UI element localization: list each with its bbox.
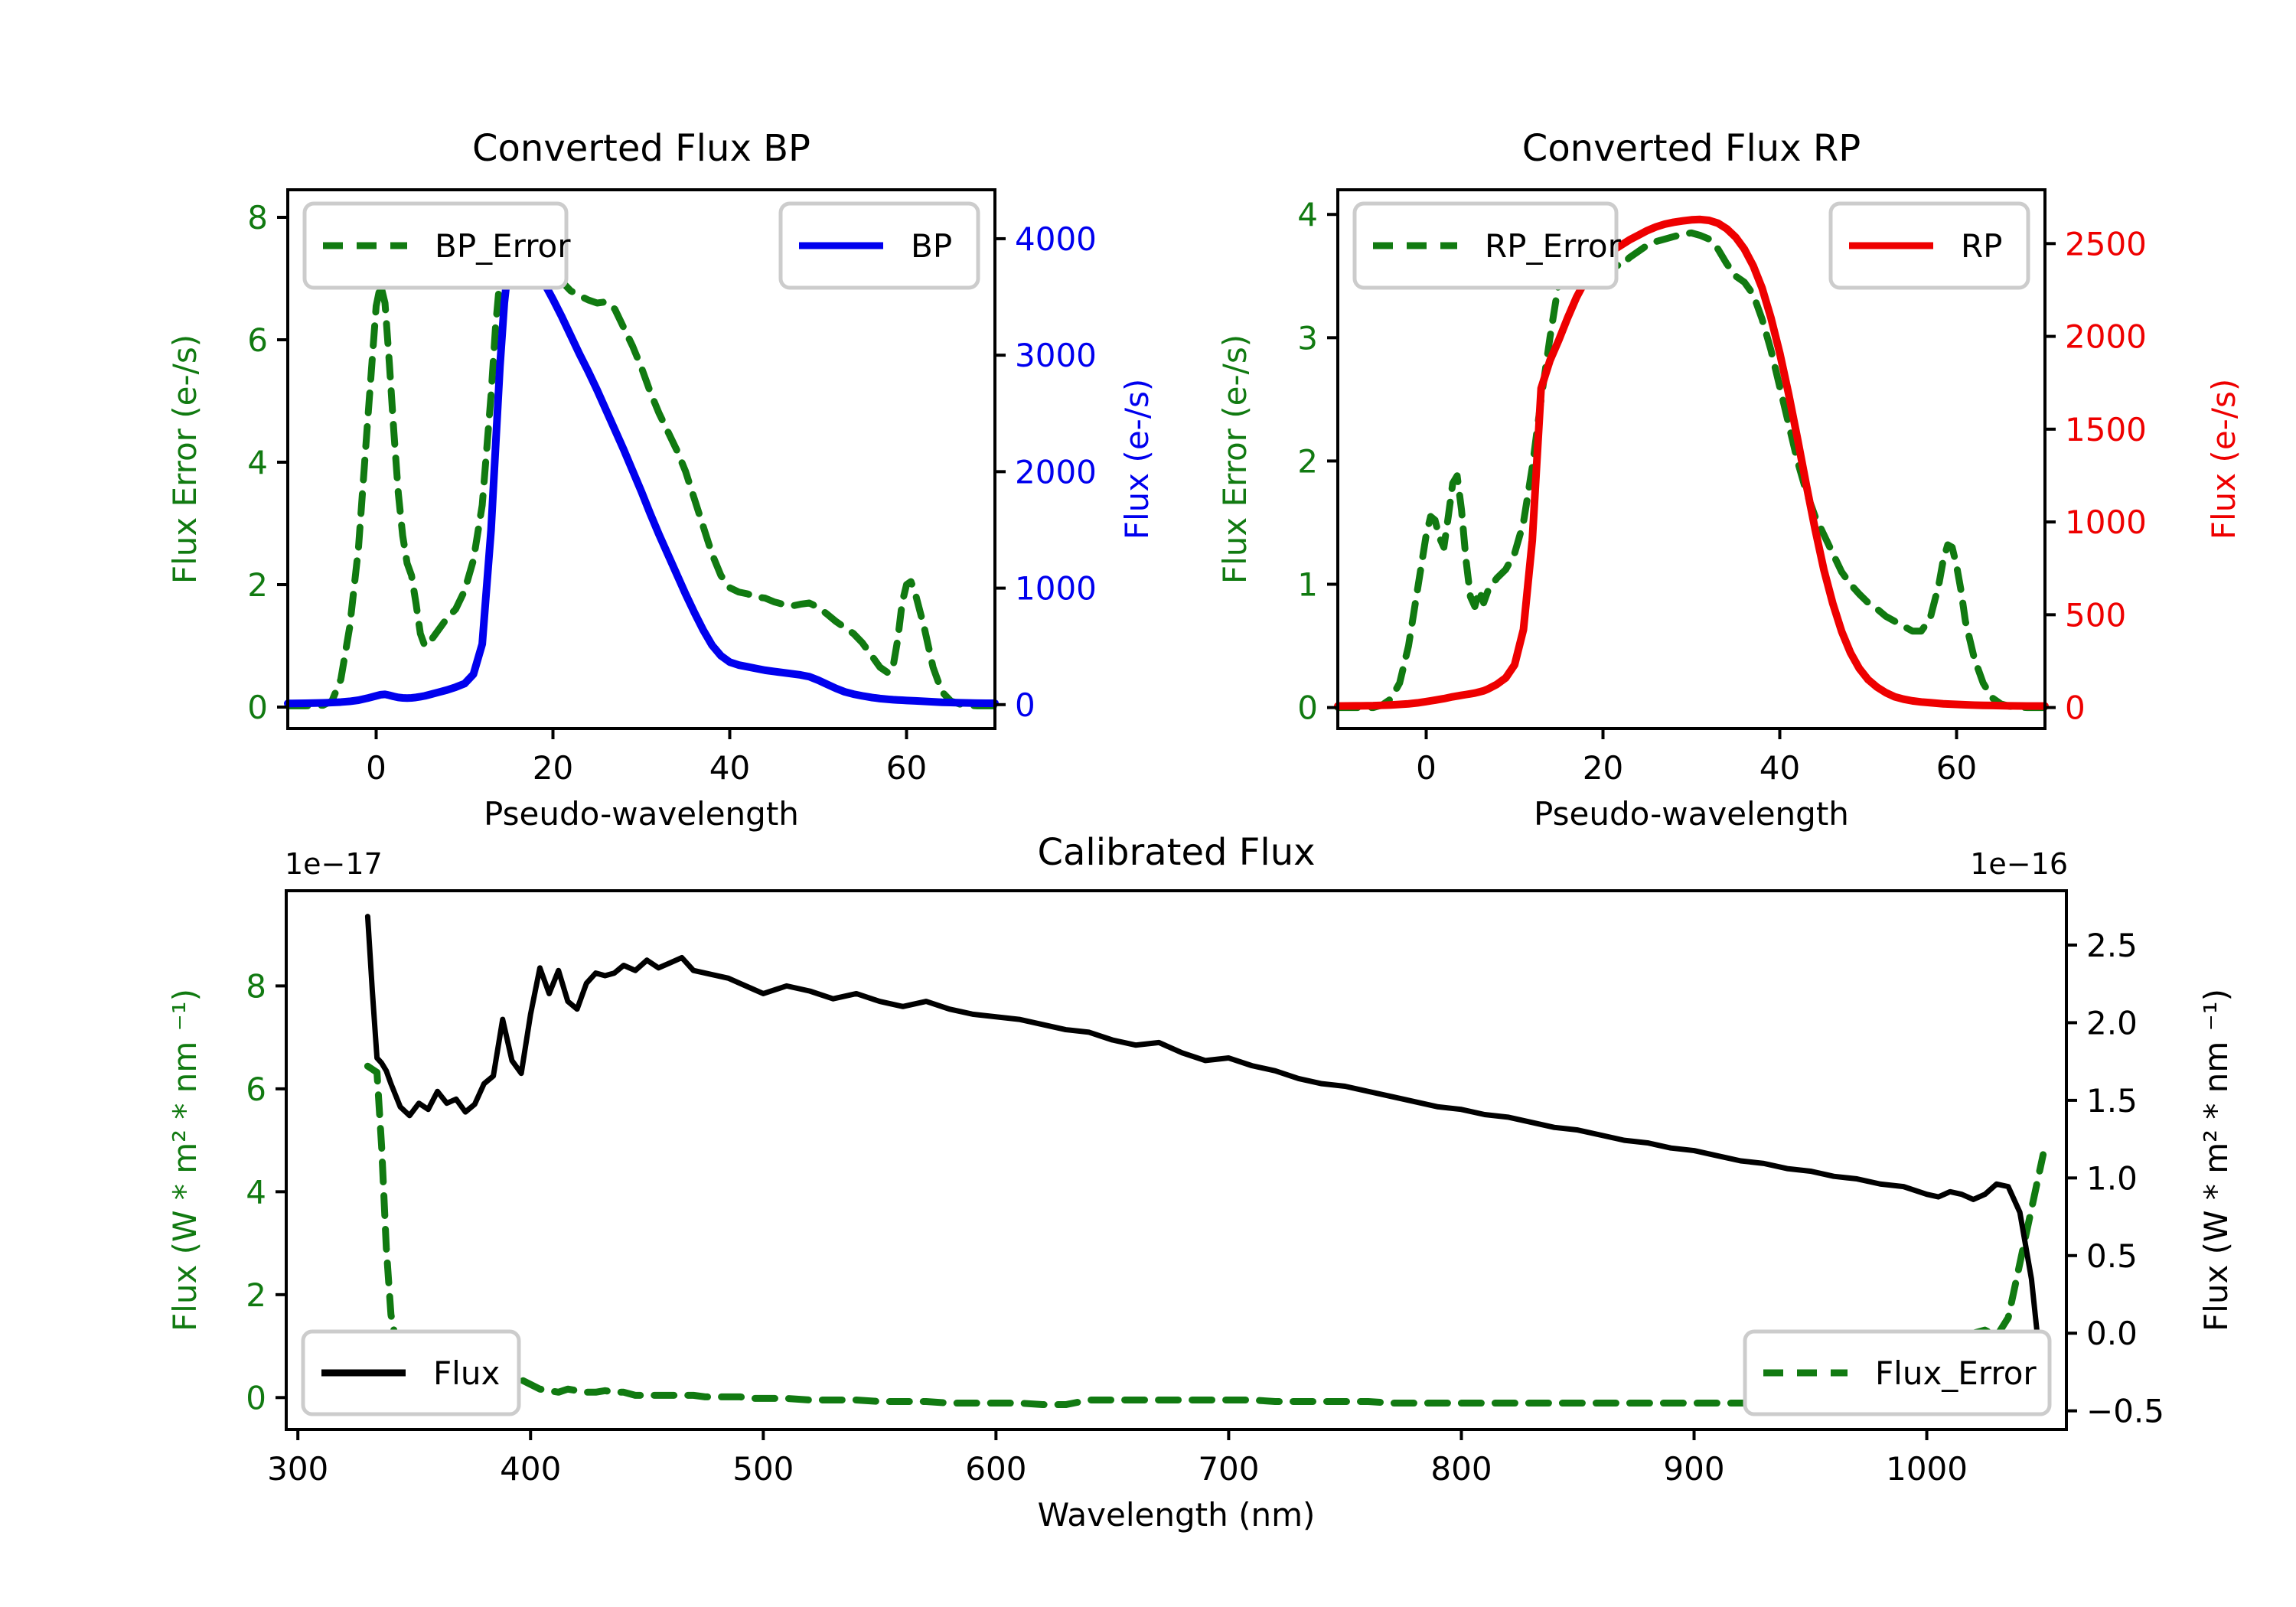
rp-flux-series [1334, 215, 2049, 710]
calibrated-ytick-left-label: 0 [246, 1379, 266, 1416]
calibrated-xaxis-label: Wavelength (nm) [1038, 1496, 1316, 1534]
bp-xtick-label: 0 [366, 749, 386, 787]
bp-error-series [284, 217, 999, 709]
bp-yaxis-left-label: Flux Error (e-/s) [166, 334, 204, 584]
rp-legend-flux-label: RP [1961, 227, 2003, 265]
bp-ytick-left-label: 4 [247, 444, 268, 481]
bp-ytick-left-label: 0 [247, 689, 268, 726]
calibrated-ytick-right-label: 2.0 [2086, 1004, 2138, 1041]
rp-ytick-right-label: 500 [2065, 596, 2126, 634]
rp-ytick-right-label: 2500 [2065, 225, 2147, 262]
rp-axes-frame [1336, 188, 2047, 730]
rp-xaxis-label: Pseudo-wavelength [1534, 795, 1849, 833]
panel-rp: Converted Flux RP0 20 40 60Pseudo-wavelengt… [1216, 127, 2242, 833]
calibrated-spines [285, 889, 2068, 1431]
calibrated-ytick-right-label: 2.5 [2086, 927, 2138, 964]
rp-ytick-left-label: 1 [1297, 566, 1318, 604]
rp-xtick-label: 0 [1416, 749, 1437, 787]
calibrated-legend-flux-box[interactable] [301, 1329, 521, 1416]
bp-legend-flux[interactable]: BP [778, 201, 980, 290]
bp-legend-error-box[interactable] [302, 201, 569, 290]
bp-ytick-left-label: 8 [247, 199, 268, 236]
rp-ytick-left-label: 2 [1297, 442, 1318, 480]
calibrated-xtick-label: 700 [1198, 1450, 1259, 1488]
calibrated-legend-error-label: Flux_Error [1875, 1354, 2037, 1392]
calibrated-yaxis-left-label: Flux (W * m² * nm ⁻¹) [166, 989, 204, 1332]
calibrated-legend-flux[interactable]: Flux [301, 1329, 521, 1416]
rp-ytick-left-label: 3 [1297, 319, 1318, 357]
bp-ytick-right-label: 3000 [1015, 337, 1097, 374]
rp-legend-error[interactable]: RP_Error [1352, 201, 1622, 290]
bp-panel-title: Converted Flux BP [472, 127, 810, 170]
bp-xtick-label: 20 [533, 749, 573, 787]
calibrated-ytick-right-label: 0.5 [2086, 1237, 2138, 1275]
bp-legend-flux-label: BP [911, 227, 952, 265]
calibrated-axes-frame [285, 889, 2068, 1431]
rp-ytick-right-label: 1500 [2065, 411, 2147, 448]
calibrated-panel-title: Calibrated Flux [1037, 831, 1315, 874]
calibrated-ytick-right-label: −0.5 [2086, 1393, 2164, 1430]
rp-legend-flux[interactable]: RP [1828, 201, 2030, 290]
rp-xtick-label: 60 [1936, 749, 1977, 787]
panel-calibrated: Calibrated Flux 1e−17 1e−16 300 400 500 600 700… [166, 831, 2235, 1534]
calibrated-xtick-label: 600 [965, 1450, 1026, 1488]
rp-yaxis-left-label: Flux Error (e-/s) [1216, 334, 1254, 584]
rp-ytick-left-label: 0 [1297, 689, 1318, 727]
bp-ytick-left-label: 6 [247, 321, 268, 359]
calibrated-left-offset-label: 1e−17 [285, 847, 383, 881]
bp-legend-error-label: BP_Error [435, 227, 571, 265]
rp-xtick-label: 20 [1583, 749, 1623, 787]
bp-axes-frame [286, 188, 996, 730]
calibrated-xtick-label: 900 [1663, 1450, 1724, 1488]
calibrated-xtick-label: 1000 [1886, 1450, 1968, 1488]
calibrated-yaxis-right-label: Flux (W * m² * nm ⁻¹) [2197, 989, 2235, 1332]
calibrated-flux-series [364, 914, 2047, 1393]
rp-ytick-left-label: 4 [1297, 196, 1318, 233]
bp-ytick-right-label: 0 [1015, 686, 1035, 724]
calibrated-legend-error[interactable]: Flux_Error [1743, 1329, 2052, 1416]
bp-flux-series [284, 235, 999, 708]
calibrated-xtick-label: 500 [732, 1450, 794, 1488]
calibrated-xtick-label: 800 [1430, 1450, 1492, 1488]
rp-xtick-label: 40 [1760, 749, 1800, 787]
calibrated-ytick-left-label: 4 [246, 1173, 266, 1211]
bp-legend-error[interactable]: BP_Error [302, 201, 571, 290]
panel-bp: Converted Flux BP0 20 40 60Pseudo-wavelengt… [166, 127, 1156, 833]
bp-xtick-label: 40 [709, 749, 750, 787]
bp-ytick-left-label: 2 [247, 566, 268, 604]
calibrated-ytick-right-label: 1.0 [2086, 1159, 2138, 1197]
rp-yaxis-right-label: Flux (e-/s) [2205, 379, 2242, 539]
bp-xtick-label: 60 [886, 749, 927, 787]
rp-spines [1336, 188, 2047, 730]
calibrated-xtick-label: 400 [500, 1450, 561, 1488]
calibrated-ytick-left-label: 2 [246, 1276, 266, 1314]
bp-spines [286, 188, 996, 730]
calibrated-legend-flux-label: Flux [433, 1354, 500, 1392]
calibrated-ytick-right-label: 0.0 [2086, 1315, 2138, 1352]
calibrated-xtick-label: 300 [267, 1450, 328, 1488]
bp-ytick-right-label: 2000 [1015, 453, 1097, 491]
calibrated-right-offset-label: 1e−16 [1970, 847, 2068, 881]
rp-ytick-right-label: 0 [2065, 689, 2086, 727]
bp-yaxis-right-label: Flux (e-/s) [1118, 379, 1156, 539]
calibrated-ytick-left-label: 6 [246, 1071, 266, 1108]
calibrated-ytick-right-label: 1.5 [2086, 1082, 2138, 1120]
bp-ytick-right-label: 4000 [1015, 220, 1097, 258]
rp-panel-title: Converted Flux RP [1522, 127, 1861, 170]
bp-ytick-right-label: 1000 [1015, 570, 1097, 608]
rp-legend-error-box[interactable] [1352, 201, 1619, 290]
rp-ytick-right-label: 2000 [2065, 318, 2147, 356]
rp-error-series [1334, 223, 2049, 712]
calibrated-ytick-left-label: 8 [246, 967, 266, 1005]
rp-legend-error-label: RP_Error [1485, 227, 1622, 265]
calibrated-legend-error-box[interactable] [1743, 1329, 2052, 1416]
bp-xaxis-label: Pseudo-wavelength [484, 795, 799, 833]
rp-ytick-right-label: 1000 [2065, 504, 2147, 541]
